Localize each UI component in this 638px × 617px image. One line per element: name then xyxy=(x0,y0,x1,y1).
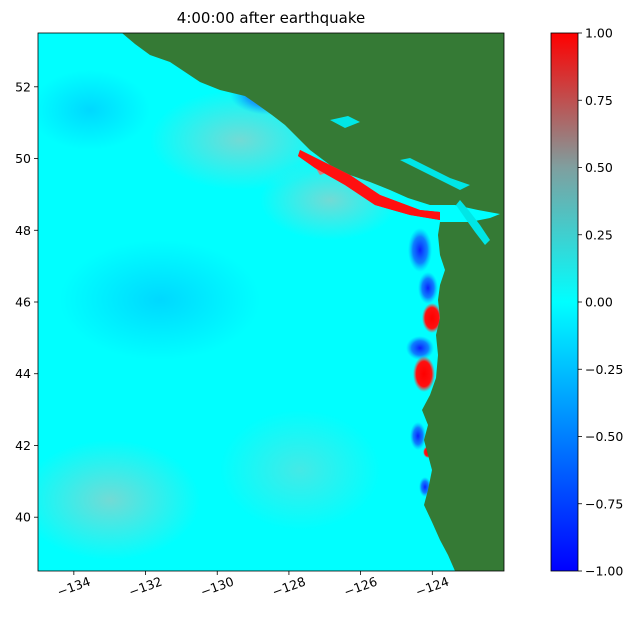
y-tick-label: 46 xyxy=(15,295,31,310)
colorbar-tick-label: −1.00 xyxy=(585,564,623,579)
anomaly-negative xyxy=(60,240,260,360)
y-tick-label: 42 xyxy=(15,438,31,453)
wave-trough xyxy=(418,272,438,304)
inland-waterway xyxy=(456,200,490,245)
wave-crest xyxy=(413,356,435,392)
wave-trough xyxy=(406,336,434,360)
x-axis: −134 −132 −130 −128 −126 −124 xyxy=(55,571,451,599)
x-tick-label: −126 xyxy=(342,574,379,600)
colorbar-axis: −1.00 −0.75 −0.50 −0.25 0.00 0.25 0.50 0.75 1.00 xyxy=(578,26,623,579)
colorbar-tick-label: 0.50 xyxy=(585,160,613,175)
inland-waterway xyxy=(330,116,360,128)
x-tick-label: −134 xyxy=(55,574,92,600)
x-tick-label: −132 xyxy=(127,574,164,600)
anomaly-negative xyxy=(38,70,150,150)
colorbar-tick-label: −0.75 xyxy=(585,496,623,511)
anomaly-positive xyxy=(38,440,200,560)
wave-crest xyxy=(298,150,440,220)
y-axis: 40 42 44 46 48 50 52 xyxy=(15,79,38,525)
colorbar-tick-label: 1.00 xyxy=(585,26,613,41)
y-tick-label: 44 xyxy=(15,366,31,381)
inland-waterway xyxy=(400,158,470,190)
wave-crest xyxy=(422,303,442,333)
y-tick-label: 50 xyxy=(15,151,31,166)
y-tick-label: 48 xyxy=(15,223,31,238)
map-field xyxy=(38,33,504,571)
x-tick-label: −130 xyxy=(198,574,235,600)
wave-trough xyxy=(410,422,426,450)
colorbar xyxy=(550,32,579,572)
colorbar-tick-label: −0.25 xyxy=(585,362,623,377)
x-tick-label: −128 xyxy=(270,574,307,600)
wave-trough xyxy=(408,228,432,272)
colorbar-tick-label: 0.75 xyxy=(585,93,613,108)
y-tick-label: 40 xyxy=(15,510,31,525)
chart-title: 4:00:00 after earthquake xyxy=(177,9,365,27)
x-tick-label: −124 xyxy=(413,574,450,600)
colorbar-tick-label: 0.25 xyxy=(585,227,613,242)
y-tick-label: 52 xyxy=(15,79,31,94)
anomaly-positive xyxy=(220,410,380,530)
colorbar-tick-label: 0.00 xyxy=(585,295,613,310)
colorbar-tick-label: −0.50 xyxy=(585,429,623,444)
land xyxy=(122,33,504,571)
